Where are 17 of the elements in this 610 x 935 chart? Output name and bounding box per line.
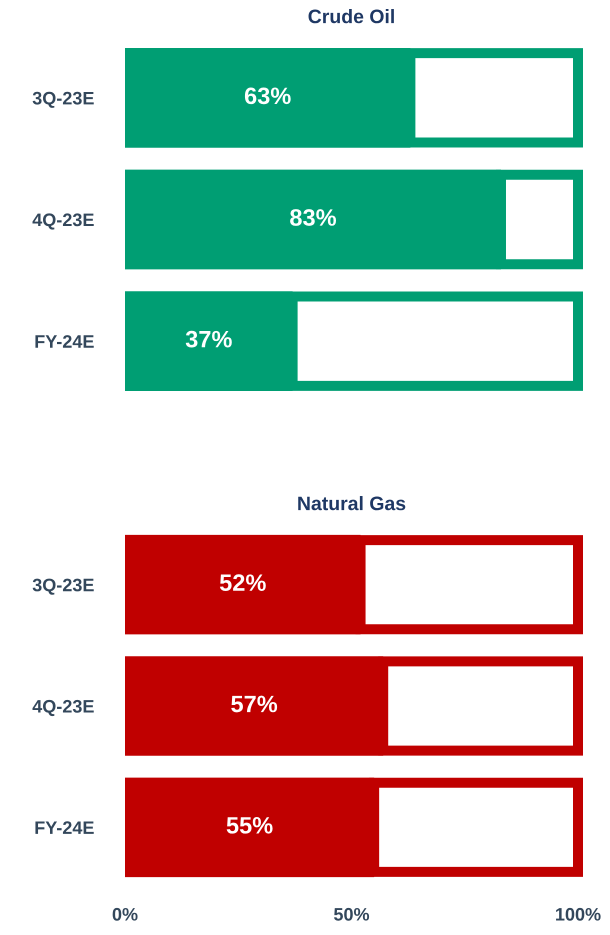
data-label: 55% (226, 817, 273, 834)
y-tick-label: 3Q-23E (32, 92, 94, 108)
y-tick-label: FY-24E (35, 821, 94, 834)
y-tick-label: FY-24E (35, 335, 94, 348)
chart-title: Crude Oil (308, 9, 394, 24)
data-label: 83% (290, 209, 336, 226)
x-tick-label: 100% (556, 908, 601, 921)
data-label: 52% (220, 574, 266, 592)
y-tick-label: 4Q-23E (32, 700, 94, 716)
data-label: 37% (186, 330, 232, 348)
y-tick-label: 3Q-23E (32, 578, 94, 595)
data-label: 57% (231, 696, 278, 712)
data-label: 63% (244, 87, 291, 104)
x-tick-label: 50% (334, 908, 370, 921)
chart-title: Natural Gas (298, 496, 406, 510)
y-tick-label: 4Q-23E (32, 213, 94, 230)
x-tick-label: 0% (112, 908, 138, 921)
